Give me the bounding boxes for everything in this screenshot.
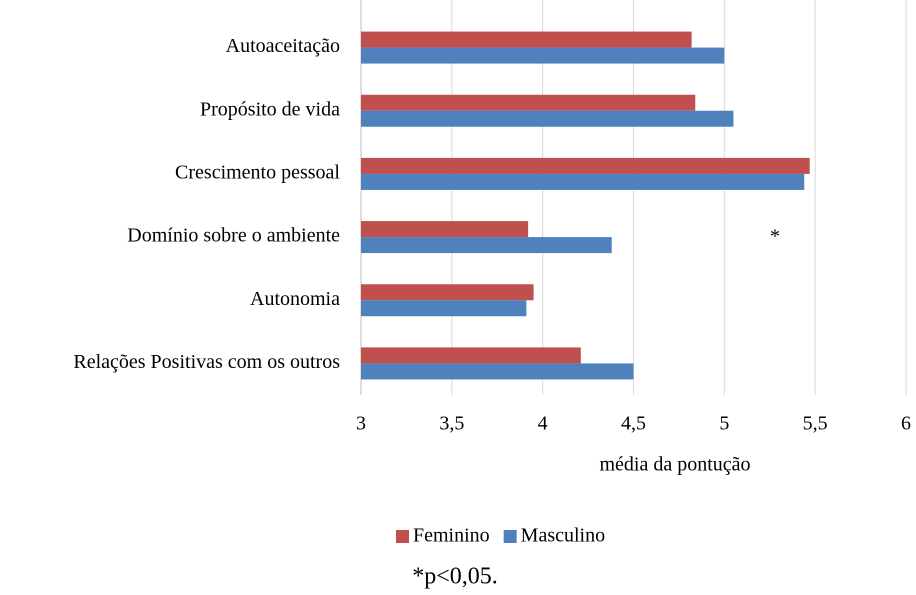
note: *p<0,05. [412, 564, 498, 590]
bar [361, 347, 581, 364]
legend-swatch [503, 530, 517, 543]
bar [361, 31, 692, 48]
annotation: * [770, 226, 780, 248]
bar [361, 110, 734, 127]
x-axis-label: média da pontução [599, 454, 750, 476]
x-tick-label: 4 [538, 413, 548, 435]
x-tick-label: 3 [356, 413, 366, 435]
bar [361, 157, 810, 174]
y-tick-label: Propósito de vida [200, 98, 340, 120]
y-tick-label: Autoaceitação [226, 35, 340, 57]
y-tick-label: Autonomia [250, 288, 340, 310]
x-tick-label: 5,5 [803, 413, 828, 435]
bar [361, 221, 529, 238]
legend-label: Feminino [413, 525, 490, 547]
bar [361, 47, 725, 64]
bar [361, 94, 696, 111]
bar [361, 363, 634, 380]
y-tick-label: Crescimento pessoal [175, 162, 340, 184]
bar [361, 300, 527, 317]
bar [361, 237, 612, 254]
x-tick-label: 3,5 [439, 413, 464, 435]
y-tick-label: Domínio sobre o ambiente [127, 225, 340, 247]
bar [361, 173, 805, 190]
x-tick-label: 4,5 [621, 413, 646, 435]
bar [361, 284, 534, 301]
legend-swatch [396, 530, 409, 543]
x-tick-label: 6 [901, 413, 911, 435]
x-tick-label: 5 [719, 413, 729, 435]
y-tick-label: Relações Positivas com os outros [73, 351, 340, 373]
legend-label: Masculino [521, 525, 605, 547]
